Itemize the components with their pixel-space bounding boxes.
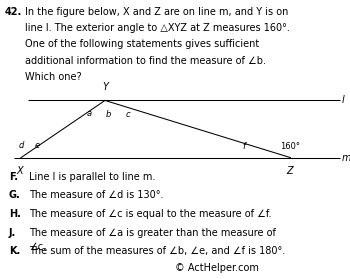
Text: l: l [341, 95, 344, 105]
Text: G.: G. [9, 190, 21, 200]
Text: © ActHelper.com: © ActHelper.com [175, 263, 259, 273]
Text: J.: J. [9, 228, 16, 238]
Text: K.: K. [9, 246, 20, 256]
Text: X: X [16, 166, 22, 176]
Text: Z: Z [286, 166, 293, 176]
Text: F.: F. [9, 172, 18, 182]
Text: d: d [19, 141, 24, 150]
Text: a: a [86, 109, 92, 118]
Text: additional information to find the measure of ∠b.: additional information to find the measu… [25, 56, 266, 66]
Text: b: b [106, 110, 111, 119]
Text: In the figure below, X and Z are on line m, and Y is on: In the figure below, X and Z are on line… [25, 7, 288, 17]
Text: The sum of the measures of ∠b, ∠e, and ∠f is 180°.: The sum of the measures of ∠b, ∠e, and ∠… [29, 246, 285, 256]
Text: f: f [242, 142, 245, 151]
Text: 42.: 42. [4, 7, 21, 17]
Text: H.: H. [9, 209, 21, 219]
Text: Line l is parallel to line m.: Line l is parallel to line m. [29, 172, 155, 182]
Text: The measure of ∠d is 130°.: The measure of ∠d is 130°. [29, 190, 163, 200]
Text: One of the following statements gives sufficient: One of the following statements gives su… [25, 39, 259, 49]
Text: ∠c.: ∠c. [29, 242, 46, 252]
Text: Which one?: Which one? [25, 72, 82, 82]
Text: line l. The exterior angle to △XYZ at Z measures 160°.: line l. The exterior angle to △XYZ at Z … [25, 23, 290, 33]
Text: Y: Y [102, 82, 108, 92]
Text: The measure of ∠a is greater than the measure of: The measure of ∠a is greater than the me… [29, 228, 275, 238]
Text: e: e [34, 141, 40, 150]
Text: The measure of ∠c is equal to the measure of ∠f.: The measure of ∠c is equal to the measur… [29, 209, 271, 219]
Text: c: c [126, 110, 131, 119]
Text: 160°: 160° [280, 142, 300, 151]
Text: m: m [341, 153, 350, 163]
